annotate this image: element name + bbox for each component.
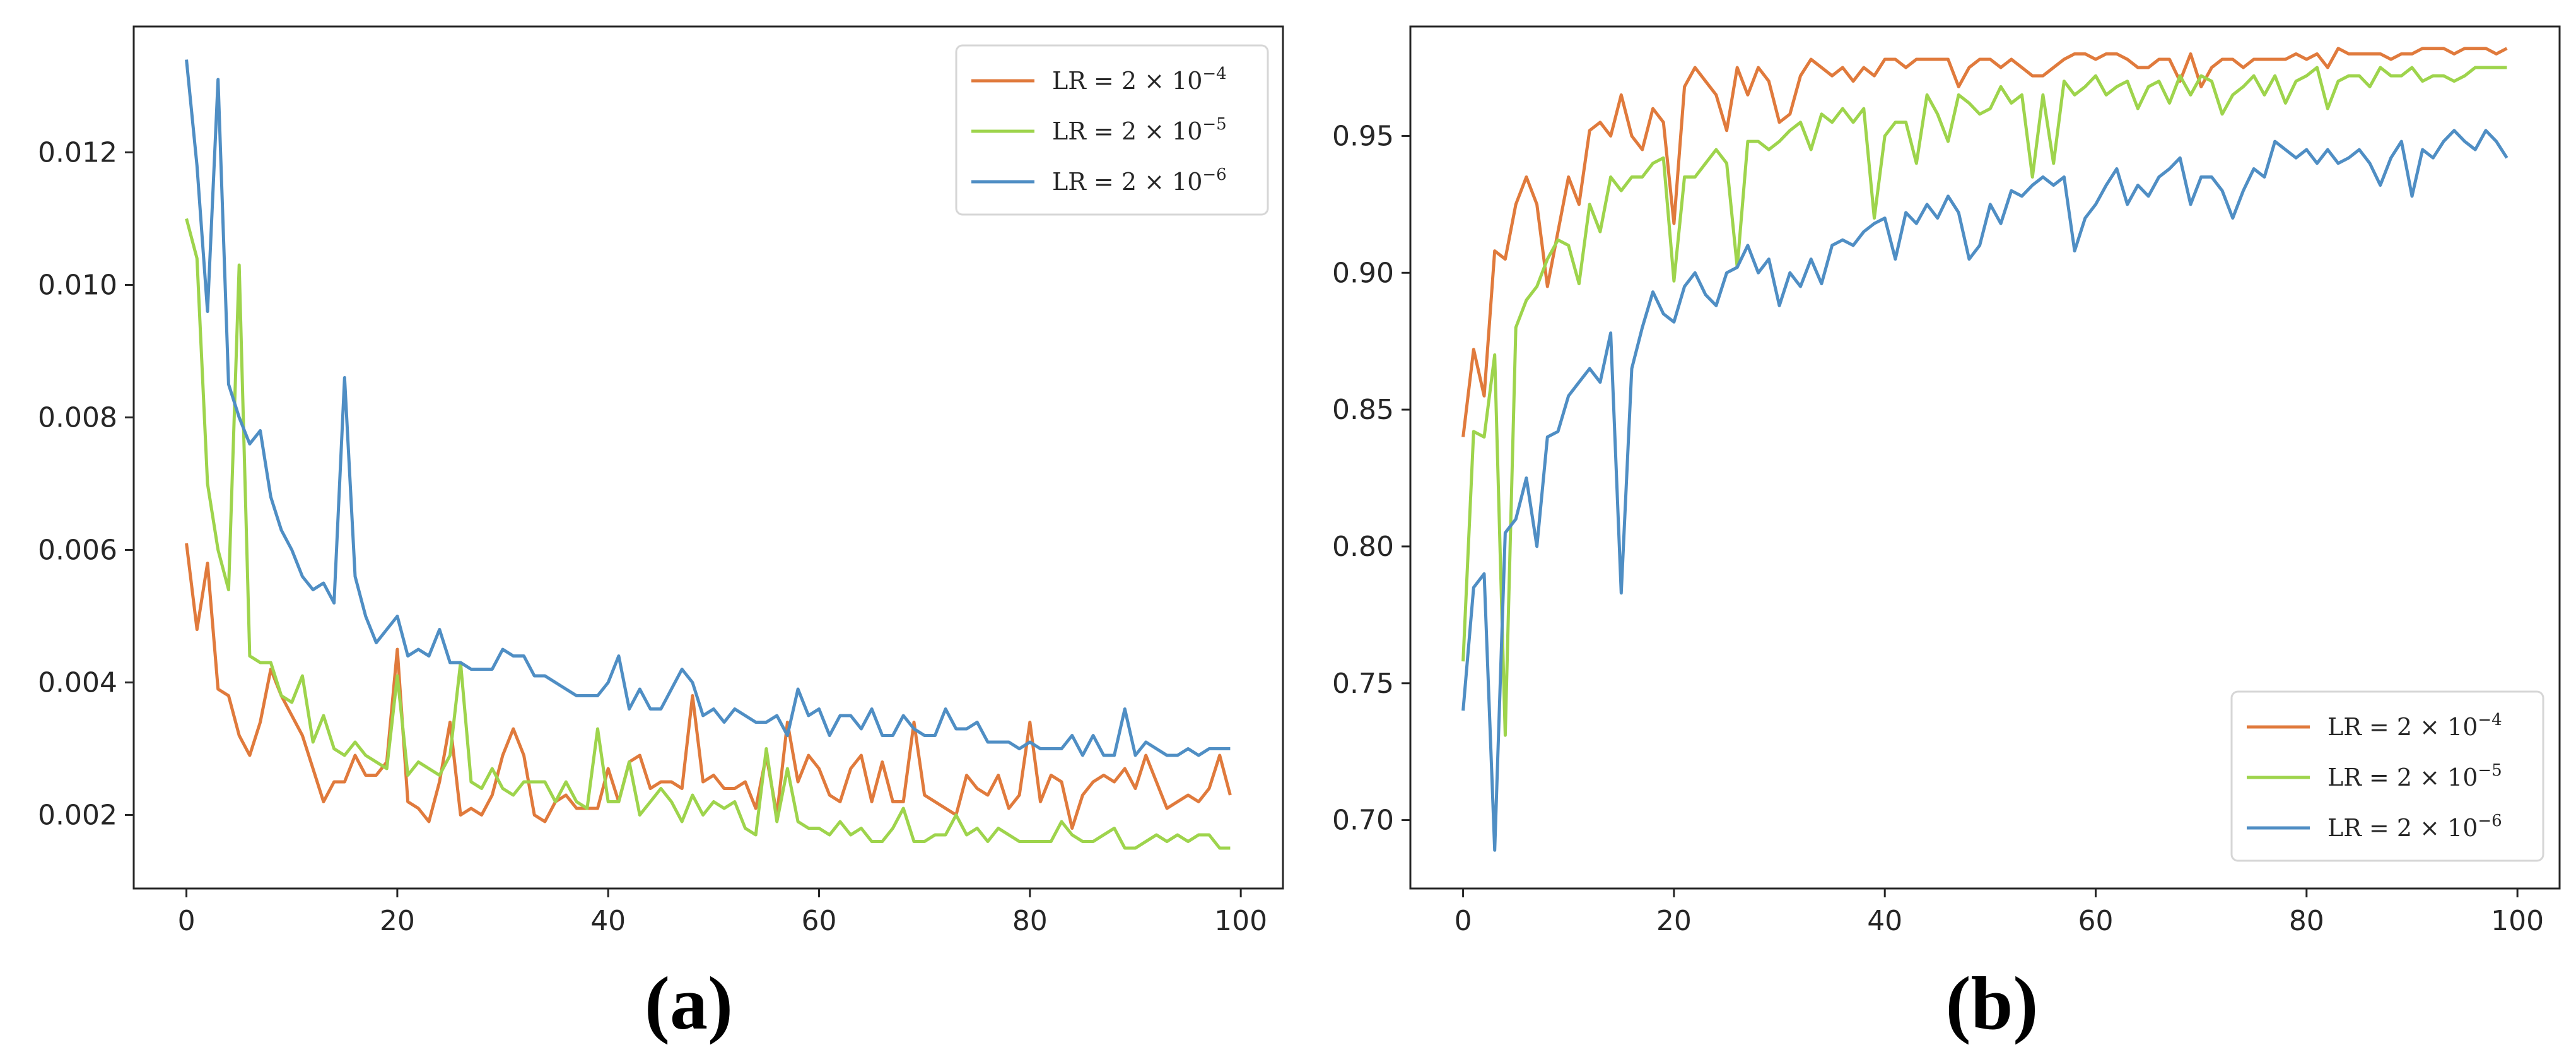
y-tick-label: 0.006 bbox=[38, 534, 117, 566]
legend-label: LR = 2 × 10−5 bbox=[1052, 115, 1227, 145]
y-tick-label: 0.012 bbox=[38, 136, 117, 168]
legend-box bbox=[2230, 690, 2544, 862]
legend-label: LR = 2 × 10−4 bbox=[2327, 711, 2502, 741]
y-tick-label: 0.95 bbox=[1332, 120, 1394, 152]
y-tick-label: 0.004 bbox=[38, 666, 117, 699]
panel-b-chart: 0 20 40 60 80 100 0.70 0.75 0.80 0.85 0.90 0.95 LR =… bbox=[1332, 25, 2561, 1045]
legend: LR = 2 × 10−4 LR = 2 × 10−5 LR = 2 × 10−6 bbox=[955, 44, 1269, 216]
x-tick-label: 100 bbox=[2491, 905, 2544, 937]
panel-label: (b) bbox=[1946, 961, 2039, 1045]
y-tick-label: 0.75 bbox=[1332, 668, 1394, 700]
series-line-2 bbox=[185, 218, 1231, 850]
x-tick-label: 100 bbox=[1214, 905, 1267, 937]
y-tick-label: 0.010 bbox=[38, 269, 117, 301]
legend: LR = 2 × 10−4 LR = 2 × 10−5 LR = 2 × 10−6 bbox=[2230, 690, 2544, 862]
series-line-3 bbox=[185, 59, 1231, 757]
panel-label: (a) bbox=[645, 961, 733, 1045]
y-tick-label: 0.90 bbox=[1332, 257, 1394, 289]
x-tick-label: 80 bbox=[2289, 905, 2324, 937]
x-tick-label: 80 bbox=[1012, 905, 1048, 937]
legend-box bbox=[955, 44, 1269, 216]
series-line-3 bbox=[1461, 129, 2509, 852]
x-tick-label: 40 bbox=[590, 905, 626, 937]
y-tick-label: 0.80 bbox=[1332, 531, 1394, 563]
legend-label: LR = 2 × 10−6 bbox=[1052, 165, 1227, 196]
x-tick-label: 60 bbox=[2078, 905, 2114, 937]
plot-frame bbox=[132, 25, 1284, 890]
panel-a-chart: 0 20 40 60 80 100 0.002 0.004 0.006 0.008 0.010 0.0… bbox=[38, 25, 1284, 1045]
x-tick-label: 20 bbox=[380, 905, 415, 937]
series-line-1 bbox=[185, 543, 1232, 830]
y-tick-label: 0.85 bbox=[1332, 394, 1394, 426]
x-tick-label: 60 bbox=[802, 905, 837, 937]
x-tick-label: 0 bbox=[1455, 905, 1472, 937]
legend-label: LR = 2 × 10−6 bbox=[2327, 812, 2502, 842]
y-tick-label: 0.70 bbox=[1332, 805, 1394, 837]
y-tick-label: 0.002 bbox=[38, 799, 117, 831]
y-tick-label: 0.008 bbox=[38, 401, 117, 434]
x-tick-label: 40 bbox=[1867, 905, 1902, 937]
series-line-1 bbox=[1461, 47, 2508, 437]
legend-label: LR = 2 × 10−5 bbox=[2327, 761, 2502, 791]
legend-label: LR = 2 × 10−4 bbox=[1052, 64, 1227, 95]
plot-frame bbox=[1409, 25, 2561, 890]
series-line-2 bbox=[1461, 66, 2507, 737]
x-tick-label: 20 bbox=[1656, 905, 1692, 937]
x-tick-label: 0 bbox=[178, 905, 196, 937]
